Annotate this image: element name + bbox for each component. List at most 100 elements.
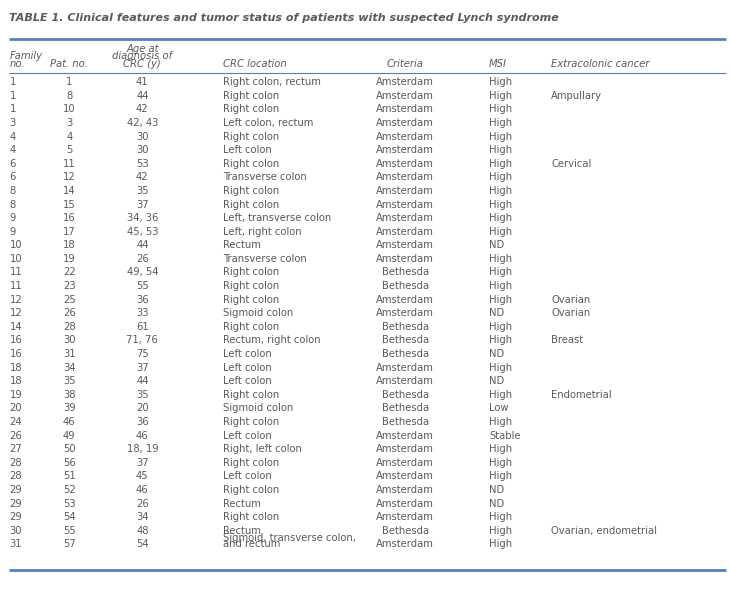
Text: High: High [489,186,512,196]
Text: 10: 10 [9,240,22,250]
Text: 28: 28 [63,322,76,332]
Text: High: High [489,294,512,305]
Text: Bethesda: Bethesda [382,417,429,427]
Text: Amsterdam: Amsterdam [376,539,434,550]
Text: 6: 6 [9,159,16,169]
Text: 34: 34 [63,362,76,372]
Text: Amsterdam: Amsterdam [376,104,434,114]
Text: ND: ND [489,376,504,386]
Text: Left colon: Left colon [223,145,272,155]
Text: Pat. no.: Pat. no. [50,59,88,69]
Text: Bethesda: Bethesda [382,281,429,291]
Text: 49, 54: 49, 54 [126,268,158,278]
Text: 41: 41 [136,77,149,87]
Text: 30: 30 [136,132,149,142]
Text: 18: 18 [9,376,22,386]
Text: 23: 23 [63,281,76,291]
Text: 35: 35 [136,186,149,196]
Text: Amsterdam: Amsterdam [376,362,434,372]
Text: Left colon: Left colon [223,430,272,440]
Text: Age at: Age at [126,44,158,54]
Text: 26: 26 [136,498,149,508]
Text: Low: Low [489,403,509,414]
Text: Sigmoid, transverse colon,: Sigmoid, transverse colon, [223,533,356,544]
Text: Bethesda: Bethesda [382,403,429,414]
Text: Amsterdam: Amsterdam [376,91,434,101]
Text: 19: 19 [63,254,76,264]
Text: Left, right colon: Left, right colon [223,226,301,237]
Text: diagnosis of: diagnosis of [112,51,172,61]
Text: 46: 46 [136,430,149,440]
Text: Bethesda: Bethesda [382,336,429,346]
Text: 54: 54 [136,539,149,550]
Text: High: High [489,118,512,128]
Text: 11: 11 [63,159,76,169]
Text: 9: 9 [9,226,16,237]
Text: 14: 14 [9,322,22,332]
Text: MSI: MSI [489,59,507,69]
Text: 42: 42 [136,104,149,114]
Text: 51: 51 [63,471,76,482]
Text: Amsterdam: Amsterdam [376,430,434,440]
Text: 30: 30 [9,526,22,536]
Text: High: High [489,336,512,346]
Text: CRC location: CRC location [223,59,286,69]
Text: 27: 27 [9,444,22,454]
Text: Bethesda: Bethesda [382,322,429,332]
Text: 50: 50 [63,444,76,454]
Text: ND: ND [489,349,504,359]
Text: 26: 26 [136,254,149,264]
Text: Rectum: Rectum [223,240,261,250]
Text: Left colon, rectum: Left colon, rectum [223,118,313,128]
Text: 28: 28 [9,471,22,482]
Text: 30: 30 [63,336,76,346]
Text: Amsterdam: Amsterdam [376,376,434,386]
Text: 20: 20 [136,403,149,414]
Text: 1: 1 [9,91,16,101]
Text: Right colon: Right colon [223,512,279,522]
Text: High: High [489,77,512,87]
Text: High: High [489,526,512,536]
Text: Bethesda: Bethesda [382,390,429,400]
Text: Amsterdam: Amsterdam [376,498,434,508]
Text: 53: 53 [136,159,149,169]
Text: 57: 57 [63,539,76,550]
Text: Sigmoid colon: Sigmoid colon [223,403,293,414]
Text: Rectum: Rectum [223,526,261,536]
Text: High: High [489,145,512,155]
Text: 46: 46 [136,485,149,495]
Text: 37: 37 [136,200,149,210]
Text: Criteria: Criteria [387,59,423,69]
Text: 16: 16 [9,349,22,359]
Text: High: High [489,91,512,101]
Text: 4: 4 [9,132,16,142]
Text: 45, 53: 45, 53 [126,226,158,237]
Text: Bethesda: Bethesda [382,349,429,359]
Text: 9: 9 [9,213,16,223]
Text: 34: 34 [136,512,149,522]
Text: Right colon: Right colon [223,104,279,114]
Text: Left colon: Left colon [223,362,272,372]
Text: 12: 12 [9,308,22,318]
Text: Right, left colon: Right, left colon [223,444,301,454]
Text: Right colon: Right colon [223,458,279,468]
Text: 3: 3 [66,118,72,128]
Text: 18: 18 [9,362,22,372]
Text: Sigmoid colon: Sigmoid colon [223,308,293,318]
Text: 36: 36 [136,294,149,305]
Text: Amsterdam: Amsterdam [376,458,434,468]
Text: Right colon: Right colon [223,186,279,196]
Text: High: High [489,458,512,468]
Text: 3: 3 [9,118,16,128]
Text: 33: 33 [136,308,149,318]
Text: 56: 56 [63,458,76,468]
Text: 42, 43: 42, 43 [127,118,158,128]
Text: 17: 17 [63,226,76,237]
Text: 24: 24 [9,417,22,427]
Text: High: High [489,132,512,142]
Text: Amsterdam: Amsterdam [376,77,434,87]
Text: Right colon: Right colon [223,132,279,142]
Text: 44: 44 [136,91,149,101]
Text: Bethesda: Bethesda [382,268,429,278]
Text: High: High [489,200,512,210]
